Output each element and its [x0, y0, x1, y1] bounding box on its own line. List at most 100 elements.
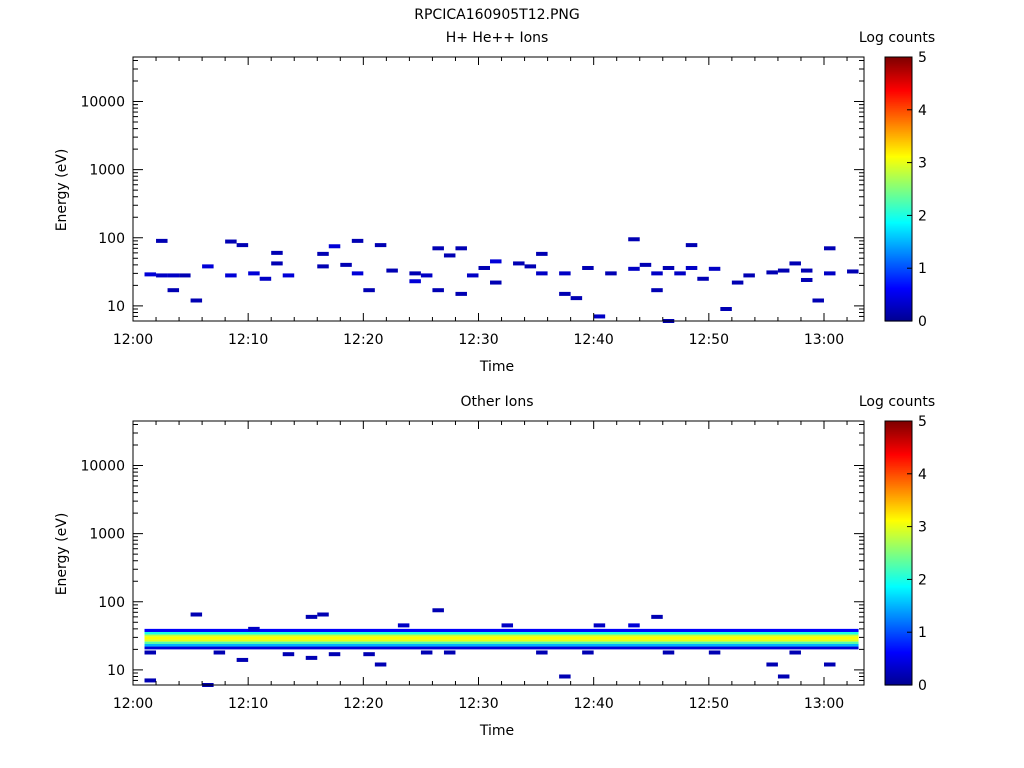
- heatmap-cell: [513, 261, 525, 266]
- heatmap-cell: [685, 243, 698, 248]
- heatmap-cell: [409, 279, 421, 284]
- heatmap-cell: [144, 678, 157, 683]
- colorbar-swatch: [885, 517, 912, 520]
- colorbar-swatch: [885, 135, 912, 138]
- colorbar-swatch: [885, 217, 912, 220]
- colorbar-swatch: [885, 179, 912, 182]
- colorbar-label: Log counts: [859, 394, 935, 410]
- colorbar-swatch: [885, 581, 912, 584]
- colorbar-swatch: [885, 211, 912, 214]
- heatmap-cell: [455, 246, 467, 251]
- colorbar-swatch: [885, 167, 912, 170]
- colorbar-swatch: [885, 665, 912, 668]
- colorbar-swatch: [885, 489, 912, 492]
- heatmap-cell: [490, 259, 502, 264]
- heatmap-cell: [305, 655, 318, 660]
- x-tick-label: 12:30: [458, 332, 498, 348]
- heatmap-cell: [674, 271, 686, 276]
- colorbar-swatch: [885, 635, 912, 638]
- colorbar-swatch: [885, 537, 912, 540]
- colorbar-swatch: [885, 107, 912, 110]
- colorbar-swatch: [885, 205, 912, 208]
- colorbar-swatch: [885, 595, 912, 598]
- colorbar-swatch: [885, 111, 912, 114]
- colorbar-swatch: [885, 261, 912, 264]
- band-level: [144, 636, 859, 640]
- colorbar-swatch: [885, 481, 912, 484]
- heatmap-cells: [144, 237, 859, 323]
- colorbar-swatch: [885, 613, 912, 616]
- colorbar-swatch: [885, 259, 912, 262]
- heatmap-cell: [397, 623, 410, 628]
- axis-ticks: 12:00 12:10 12:20 12:30 12:40 12:50 13:00 10 100…: [80, 421, 864, 712]
- colorbar-swatch: [885, 145, 912, 148]
- colorbar-swatch: [885, 97, 912, 100]
- heatmap-cell: [190, 298, 203, 303]
- panel-h-he-ions: H+ He++ Ions Log counts Time Energy (eV)…: [54, 30, 935, 375]
- colorbar-swatch: [885, 59, 912, 62]
- colorbar-swatch: [885, 623, 912, 626]
- colorbar-swatch: [885, 301, 912, 304]
- colorbar-swatch: [885, 605, 912, 608]
- colorbar-swatch: [885, 319, 912, 322]
- colorbar-swatch: [885, 159, 912, 162]
- colorbar-swatch: [885, 265, 912, 268]
- colorbar-swatch: [885, 219, 912, 222]
- heatmap-cell: [536, 271, 548, 276]
- colorbar: 0 1 2 3 4 5: [884, 50, 927, 330]
- heatmap-cell: [708, 650, 721, 655]
- heatmap-cell: [236, 243, 249, 248]
- colorbar-swatch: [885, 643, 912, 646]
- colorbar-swatch: [885, 659, 912, 662]
- heatmap-cell: [432, 608, 444, 613]
- colorbar-swatch: [885, 519, 912, 522]
- colorbar-swatch: [885, 573, 912, 576]
- x-tick-label: 13:00: [804, 696, 844, 712]
- heatmap-cell: [731, 280, 744, 285]
- heatmap-cell: [225, 239, 237, 244]
- colorbar-swatch: [885, 237, 912, 240]
- colorbar-swatch: [885, 461, 912, 464]
- colorbar-swatch: [885, 121, 912, 124]
- heatmap-cell: [271, 261, 283, 266]
- colorbar-swatch: [885, 101, 912, 104]
- heatmap-cell: [536, 650, 548, 655]
- colorbar-swatch: [885, 547, 912, 550]
- colorbar-swatch: [885, 283, 912, 286]
- colorbar-tick-label: 2: [918, 208, 927, 224]
- colorbar-swatch: [885, 677, 912, 680]
- colorbar-swatch: [885, 287, 912, 290]
- colorbar-swatch: [885, 591, 912, 594]
- colorbar: 0 1 2 3 4 5: [884, 414, 927, 694]
- colorbar-swatch: [885, 71, 912, 74]
- colorbar-swatch: [885, 311, 912, 314]
- colorbar-swatch: [885, 161, 912, 164]
- colorbar-swatch: [885, 475, 912, 478]
- colorbar-swatch: [885, 129, 912, 132]
- colorbar-swatch: [885, 493, 912, 496]
- colorbar-swatch: [885, 631, 912, 634]
- colorbar-swatch: [885, 57, 912, 60]
- colorbar-tick-label: 1: [918, 625, 927, 641]
- heatmap-cell: [455, 291, 467, 296]
- colorbar-swatch: [885, 105, 912, 108]
- colorbar-swatch: [885, 253, 912, 256]
- colorbar-swatch: [885, 563, 912, 566]
- heatmap-cell: [328, 244, 341, 249]
- colorbar-swatch: [885, 509, 912, 512]
- colorbar-swatch: [885, 571, 912, 574]
- colorbar-swatch: [885, 619, 912, 622]
- colorbar-swatch: [885, 569, 912, 572]
- colorbar-swatch: [885, 555, 912, 558]
- y-tick-label: 10: [107, 663, 125, 679]
- colorbar-swatch: [885, 143, 912, 146]
- colorbar-swatch: [885, 453, 912, 456]
- heatmap-cell: [847, 269, 859, 274]
- colorbar-swatch: [885, 529, 912, 532]
- band-level: [144, 641, 859, 644]
- colorbar-swatch: [885, 663, 912, 666]
- heatmap-cell: [236, 657, 249, 662]
- colorbar-swatch: [885, 293, 912, 296]
- colorbar-swatch: [885, 443, 912, 446]
- heatmap-cell: [363, 652, 375, 657]
